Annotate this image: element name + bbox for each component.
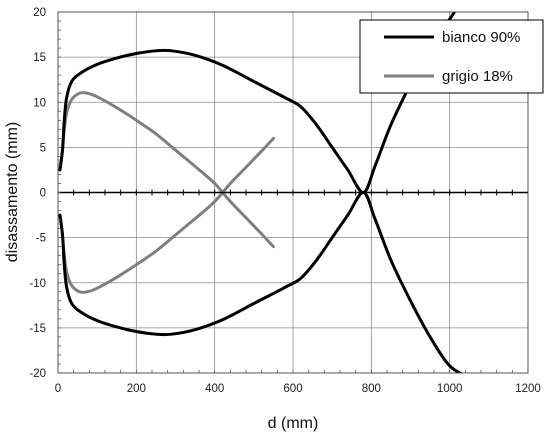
x-tick-label: 600 — [283, 383, 302, 395]
legend-label-bianco: bianco 90% — [442, 29, 520, 46]
y-tick-label: -10 — [29, 278, 46, 290]
x-axis-title: d (mm) — [268, 415, 319, 432]
y-tick-label: 5 — [40, 142, 46, 154]
y-tick-label: -20 — [29, 368, 46, 380]
legend-box — [359, 19, 544, 94]
legend-label-grigio: grigio 18% — [442, 68, 513, 85]
axes — [57, 11, 529, 374]
y-tick-label: 10 — [33, 97, 46, 109]
series-line-grigio-lower — [58, 136, 275, 294]
y-tick-label: -5 — [36, 233, 46, 245]
x-tick-label: 400 — [205, 383, 224, 395]
legend: bianco 90% grigio 18% — [359, 19, 544, 94]
series-line-grigio-upper — [58, 91, 275, 249]
series-line-bianco-lower — [58, 191, 464, 373]
x-tick-label: 1000 — [437, 383, 463, 395]
y-axis-title: disassamento (mm) — [4, 122, 21, 262]
x-tick-label: 0 — [55, 383, 61, 395]
y-tick-label: 0 — [40, 188, 46, 200]
tick-labels: 0 200 400 600 800 1000 1200 20 15 10 5 0 -5 -10 -15 -20 — [29, 7, 540, 395]
x-tick-label: 1200 — [515, 383, 541, 395]
series-line-bianco-upper — [58, 12, 457, 194]
y-tick-label: -15 — [29, 323, 46, 335]
y-tick-label: 15 — [33, 52, 46, 64]
x-tick-label: 800 — [362, 383, 381, 395]
x-tick-label: 200 — [127, 383, 146, 395]
series-layer — [58, 12, 464, 373]
y-tick-label: 20 — [33, 7, 46, 19]
